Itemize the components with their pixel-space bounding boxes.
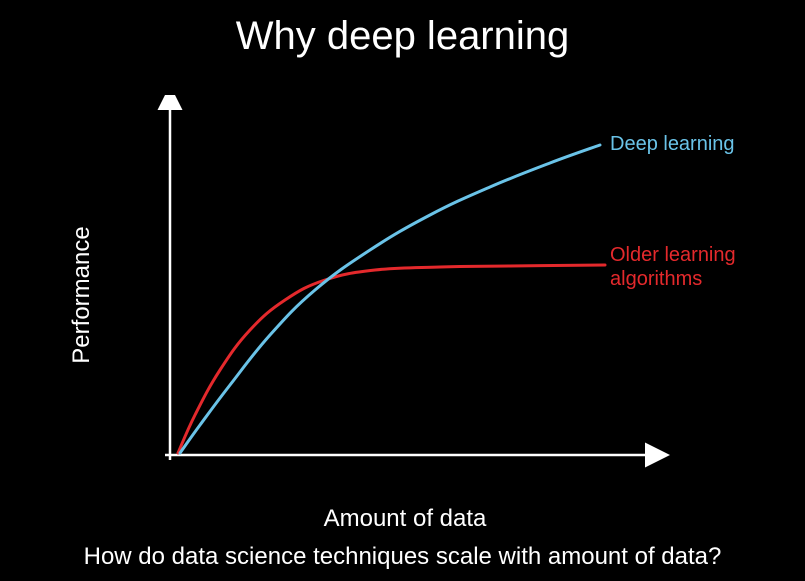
x-axis-label: Amount of data xyxy=(324,505,487,533)
chart-container: Performance Amount of data Deep learning… xyxy=(110,95,700,495)
legend-older-algorithms: Older learningalgorithms xyxy=(610,243,736,291)
legend-deep-learning: Deep learning xyxy=(610,133,735,156)
curve-deep-learning xyxy=(180,145,600,453)
caption-text: How do data science techniques scale wit… xyxy=(0,543,805,571)
curve-older-algorithms xyxy=(178,265,605,453)
page-title: Why deep learning xyxy=(0,14,805,59)
y-axis-label: Performance xyxy=(68,226,96,363)
